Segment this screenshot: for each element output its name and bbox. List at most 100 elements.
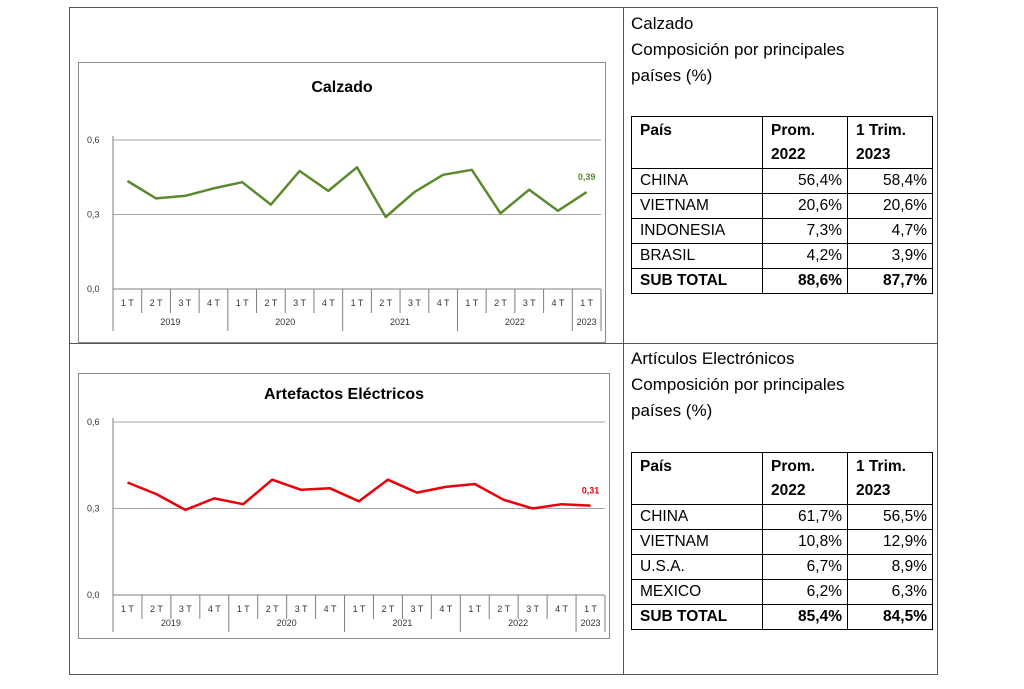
x-tick-label: 3 T: [408, 298, 421, 308]
x-tick-label: 2 T: [494, 298, 507, 308]
x-tick-label: 2 T: [264, 298, 277, 308]
x-tick-label: 3 T: [179, 604, 192, 614]
cell-trim: 4,7%: [847, 218, 933, 244]
data-label: 0,31: [582, 486, 600, 496]
y-tick-label: 0,6: [87, 135, 100, 145]
x-tick-label: 2 T: [150, 604, 163, 614]
x-tick-label: 2 T: [150, 298, 163, 308]
chart-title: Calzado: [311, 79, 373, 96]
cell-trim: 87,7%: [847, 268, 933, 294]
year-label: 2021: [390, 317, 410, 327]
cell-prom: 20,6%: [762, 193, 848, 219]
data-label: 0,39: [578, 172, 596, 182]
caption-line: países (%): [631, 66, 713, 85]
header-line: Prom.: [771, 122, 815, 139]
cell-pais: INDONESIA: [631, 218, 763, 244]
x-tick-label: 2 T: [379, 298, 392, 308]
cell-trim: 12,9%: [847, 529, 933, 555]
x-tick-label: 1 T: [468, 604, 481, 614]
x-tick-label: 4 T: [207, 298, 220, 308]
header-prom: Prom. 2022: [762, 116, 848, 169]
x-tick-label: 2 T: [266, 604, 279, 614]
caption-line: países (%): [631, 401, 713, 420]
series-line: [126, 166, 588, 219]
calzado-chart: Calzado 0,6 0,3 0,0 1 T 2 T 3 T 4 T 1 T 2 T 3 T 4 …: [78, 62, 606, 343]
header-pais: País: [631, 116, 763, 169]
x-tick-label: 3 T: [295, 604, 308, 614]
header-line: 1 Trim.: [856, 122, 906, 139]
x-tick-label: 3 T: [293, 298, 306, 308]
x-tick-label: 2 T: [497, 604, 510, 614]
cell-prom: 85,4%: [762, 604, 848, 630]
cell-prom: 56,4%: [762, 168, 848, 194]
cell-trim: 56,5%: [847, 504, 933, 530]
cell-trim: 8,9%: [847, 554, 933, 580]
x-tick-label: 3 T: [523, 298, 536, 308]
x-tick-label: 1 T: [236, 298, 249, 308]
cell-prom: 7,3%: [762, 218, 848, 244]
x-tick-label: 3 T: [178, 298, 191, 308]
cell-trim: 3,9%: [847, 243, 933, 269]
x-tick-label: 1 T: [353, 604, 366, 614]
x-tick-label: 3 T: [526, 604, 539, 614]
cell-prom: 61,7%: [762, 504, 848, 530]
y-tick-label: 0,6: [87, 417, 100, 427]
caption-line: Composición por principales: [631, 40, 845, 59]
artefactos-plot: 0,6 0,3 0,0 1 T 2 T 3 T 4 T 1 T 2 T 3 T 4 T 1 T 2 T 3…: [87, 417, 606, 632]
cell-pais: MEXICO: [631, 579, 763, 605]
cell-pais: SUB TOTAL: [631, 604, 763, 630]
x-tick-label: 1 T: [237, 604, 250, 614]
table-total-row: SUB TOTAL 85,4% 84,5%: [631, 604, 933, 630]
table-row: BRASIL 4,2% 3,9%: [631, 243, 933, 269]
cell-pais: CHINA: [631, 168, 763, 194]
chart-title: Artefactos Eléctricos: [263, 386, 425, 403]
x-tick-label: 4 T: [552, 298, 565, 308]
header-line: 2022: [771, 482, 806, 499]
table-row: U.S.A. 6,7% 8,9%: [631, 554, 933, 580]
x-tick-label: 1 T: [121, 298, 134, 308]
x-tick-label: 2 T: [382, 604, 395, 614]
table-row: MEXICO 6,2% 6,3%: [631, 579, 933, 605]
artefactos-chart: Artefactos Eléctricos 0,6 0,3 0,0 1 T 2 T 3 T…: [78, 373, 610, 639]
table-row: CHINA 61,7% 56,5%: [631, 504, 933, 530]
header-line: 2023: [856, 482, 891, 499]
cell-pais: VIETNAM: [631, 193, 763, 219]
series-line: [127, 478, 591, 512]
caption-line: Artículos Electrónicos: [631, 349, 795, 368]
cell-pais: SUB TOTAL: [631, 268, 763, 294]
y-tick-label: 0,3: [87, 504, 100, 514]
electronicos-table: País Prom. 2022 1 Trim. 2023 CHINA 61,7% 56,…: [631, 452, 933, 630]
table-row: VIETNAM 10,8% 12,9%: [631, 529, 933, 555]
y-tick-label: 0,0: [87, 590, 100, 600]
year-label: 2019: [161, 618, 181, 628]
x-tick-label: 1 T: [465, 298, 478, 308]
cell-pais: VIETNAM: [631, 529, 763, 555]
x-tick-label: 3 T: [410, 604, 423, 614]
header-line: 2022: [771, 146, 806, 163]
row-divider: [69, 343, 938, 344]
x-tick-label: 4 T: [322, 298, 335, 308]
cell-pais: CHINA: [631, 504, 763, 530]
header-pais: País: [631, 452, 763, 505]
column-divider: [623, 7, 624, 675]
cell-prom: 88,6%: [762, 268, 848, 294]
cell-prom: 6,2%: [762, 579, 848, 605]
calzado-plot: 0,6 0,3 0,0 1 T 2 T 3 T 4 T 1 T 2 T 3 T 4 T 1 T 2 T 3…: [87, 135, 602, 331]
header-prom: Prom. 2022: [762, 452, 848, 505]
year-label: 2022: [508, 618, 528, 628]
year-label: 2023: [577, 317, 597, 327]
year-label: 2020: [275, 317, 295, 327]
year-label: 2023: [581, 618, 601, 628]
x-tick-label: 4 T: [208, 604, 221, 614]
cell-trim: 84,5%: [847, 604, 933, 630]
table-total-row: SUB TOTAL 88,6% 87,7%: [631, 268, 933, 294]
x-tick-label: 4 T: [324, 604, 337, 614]
table-row: VIETNAM 20,6% 20,6%: [631, 193, 933, 219]
x-tick-label: 4 T: [437, 298, 450, 308]
cell-prom: 4,2%: [762, 243, 848, 269]
x-tick-label: 1 T: [580, 298, 593, 308]
caption-line: Calzado: [631, 14, 694, 33]
table-header-row: País Prom. 2022 1 Trim. 2023: [631, 452, 933, 505]
y-tick-label: 0,3: [87, 210, 100, 220]
table-header-row: País Prom. 2022 1 Trim. 2023: [631, 116, 933, 169]
